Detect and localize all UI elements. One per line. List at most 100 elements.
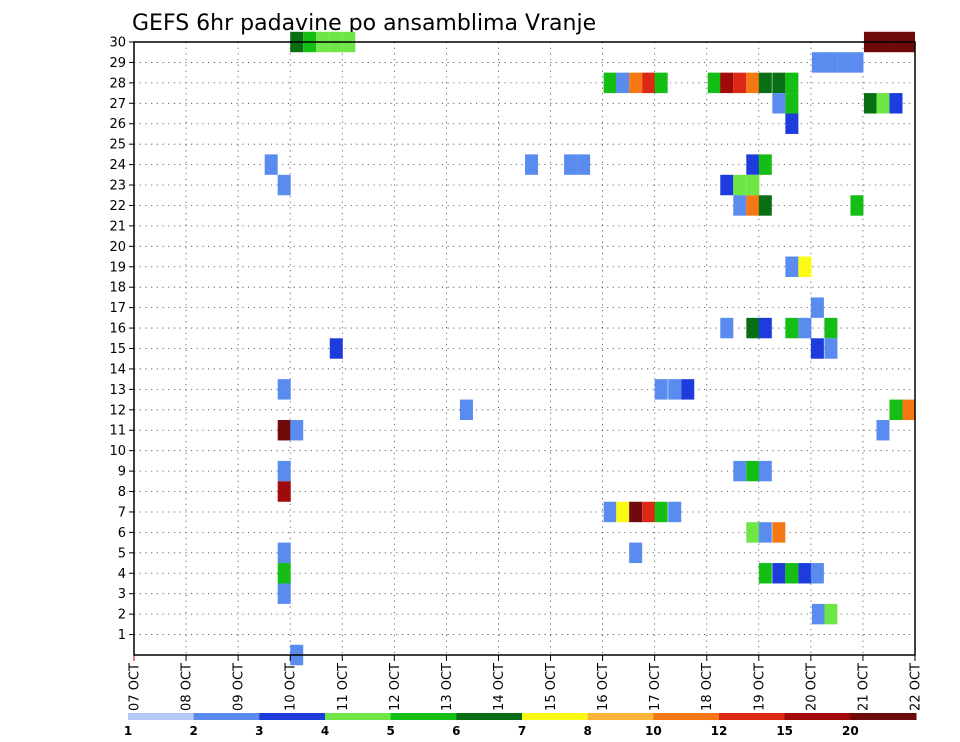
- colorbar-label: 12: [711, 724, 728, 738]
- x-axis-ticks: 07 OCT 08 OCT 09 OCT 10 OCT 11 OCT 12 OCT 13 O…: [128, 655, 924, 711]
- y-tick-label: 27: [109, 97, 126, 112]
- data-cell: [616, 72, 630, 94]
- data-cell: [758, 460, 772, 482]
- colorbar-label: 5: [386, 724, 394, 738]
- y-tick-label: 7: [118, 505, 126, 520]
- data-cell: [746, 174, 760, 196]
- y-tick-label: 19: [109, 260, 126, 275]
- colorbar-swatch: [653, 713, 720, 720]
- x-tick-label: 19 OCT: [752, 663, 767, 711]
- data-cell: [798, 317, 812, 339]
- colorbar-swatch: [128, 713, 195, 720]
- data-cell: [707, 72, 721, 94]
- y-tick-label: 13: [109, 383, 126, 398]
- data-cell: [733, 195, 747, 216]
- colorbar-swatch: [193, 713, 260, 720]
- colorbar-label: 2: [189, 724, 197, 738]
- data-cell: [746, 317, 760, 339]
- y-tick-label: 18: [109, 281, 126, 296]
- data-cell: [746, 154, 760, 175]
- data-cell: [758, 72, 772, 94]
- y-tick-label: 28: [109, 76, 126, 91]
- y-tick-label: 17: [109, 301, 126, 316]
- x-tick-label: 13 OCT: [440, 663, 455, 711]
- data-cell: [329, 338, 343, 359]
- x-tick-label: 16 OCT: [596, 663, 611, 711]
- data-cell: [264, 154, 278, 175]
- data-cell: [758, 522, 772, 543]
- x-tick-label: 15 OCT: [544, 663, 559, 711]
- data-cell: [681, 379, 695, 400]
- y-tick-label: 11: [109, 424, 126, 439]
- data-cell: [772, 563, 786, 584]
- data-cell: [785, 563, 799, 584]
- data-cell: [850, 52, 864, 73]
- data-cell: [733, 174, 747, 196]
- data-cell: [889, 93, 903, 114]
- data-cell: [277, 379, 291, 400]
- y-tick-label: 6: [118, 526, 126, 541]
- y-tick-label: 2: [118, 608, 126, 623]
- x-tick-label: 11 OCT: [336, 663, 351, 711]
- data-cell: [785, 113, 799, 134]
- data-cell: [772, 522, 786, 543]
- data-cell: [889, 399, 903, 421]
- data-cell: [811, 52, 825, 73]
- data-cell: [277, 174, 291, 196]
- data-cell: [668, 379, 682, 400]
- data-cell: [277, 563, 291, 584]
- x-tick-label: 10 OCT: [284, 663, 299, 711]
- x-tick-label: 08 OCT: [180, 663, 195, 711]
- data-cell: [824, 52, 838, 73]
- data-cell: [746, 195, 760, 216]
- x-tick-label: 17 OCT: [648, 663, 663, 711]
- y-tick-label: 15: [109, 342, 126, 357]
- data-cell: [746, 72, 760, 94]
- chart-title: GEFS 6hr padavine po ansamblima Vranje: [132, 11, 596, 36]
- data-cell: [876, 420, 890, 441]
- colorbar-swatch: [390, 713, 457, 720]
- data-cell: [824, 603, 838, 625]
- colorbar-swatch: [784, 713, 851, 720]
- colorbar-swatch: [325, 713, 392, 720]
- data-cell: [824, 338, 838, 359]
- data-cell: [798, 256, 812, 277]
- y-tick-label: 20: [109, 240, 126, 255]
- colorbar-label: 6: [452, 724, 460, 738]
- data-cell: [772, 72, 786, 94]
- y-tick-label: 12: [109, 403, 126, 418]
- data-cell: [810, 338, 824, 359]
- data-cell: [746, 522, 760, 543]
- x-tick-label: 21 OCT: [856, 663, 871, 711]
- data-cell: [785, 72, 799, 94]
- data-cell: [668, 501, 682, 523]
- y-tick-label: 16: [109, 322, 126, 337]
- data-cell: [616, 501, 630, 523]
- data-cell: [720, 174, 734, 196]
- y-tick-label: 4: [118, 567, 126, 582]
- data-cell: [902, 399, 915, 421]
- data-cell: [277, 460, 291, 482]
- data-cell: [850, 195, 864, 216]
- data-cell: [810, 563, 824, 584]
- colorbar-label: 1: [124, 724, 132, 738]
- data-cell: [720, 317, 734, 339]
- colorbar-swatch: [719, 713, 786, 720]
- data-cell: [277, 481, 291, 502]
- data-cell: [654, 379, 668, 400]
- data-cell: [564, 154, 578, 175]
- data-cell: [876, 93, 890, 114]
- colorbar-label: 15: [776, 724, 793, 738]
- colorbar-swatch: [522, 713, 589, 720]
- data-cell: [758, 154, 772, 175]
- data-cell: [758, 563, 772, 584]
- x-tick-label: 18 OCT: [700, 663, 715, 711]
- data-cell: [277, 583, 291, 604]
- data-cell: [863, 93, 877, 114]
- x-tick-label: 09 OCT: [232, 663, 247, 711]
- data-cell: [629, 542, 643, 564]
- x-tick-label: 12 OCT: [388, 663, 403, 711]
- colorbar-label: 20: [842, 724, 859, 738]
- y-tick-label: 29: [109, 56, 126, 71]
- data-cell: [459, 399, 473, 421]
